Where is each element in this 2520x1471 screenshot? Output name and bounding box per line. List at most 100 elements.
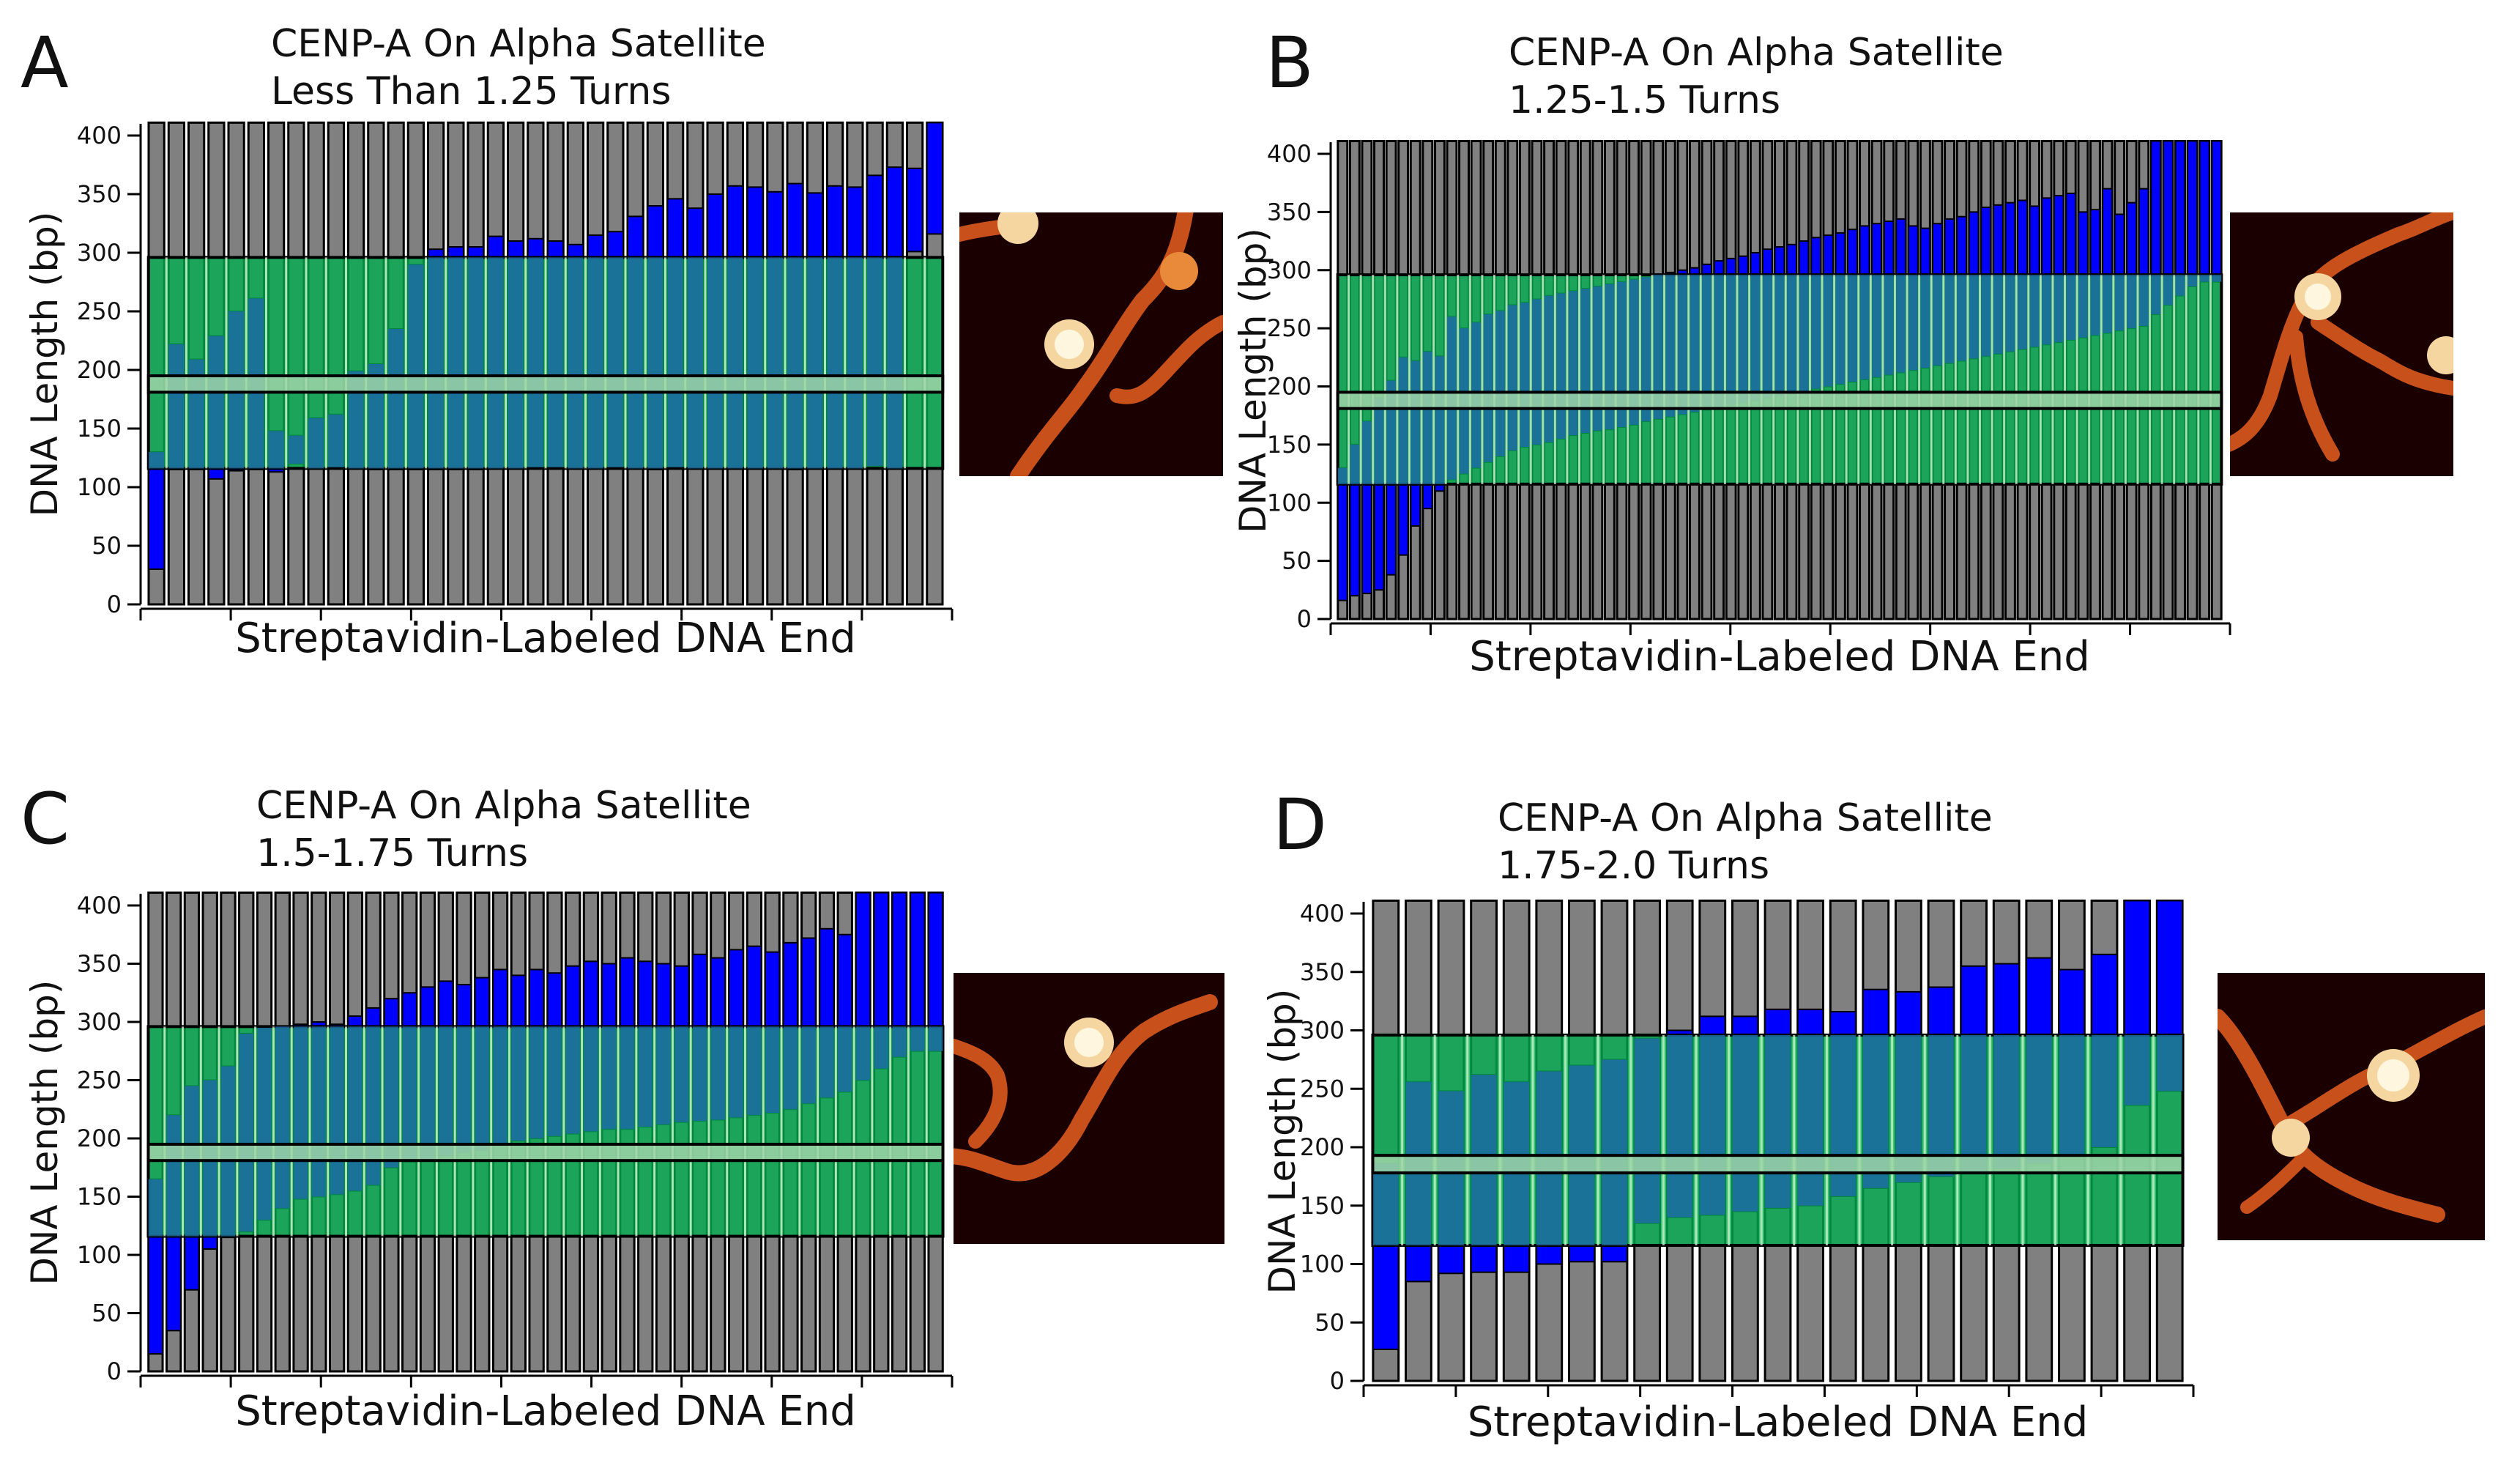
overlap-segment xyxy=(783,1026,798,1110)
overlap-segment xyxy=(1896,275,1906,373)
chart-b: 0 50 100 150 200 250 300 350 400 Streptavidin-Lab… xyxy=(1232,140,2231,681)
overlap-segment xyxy=(2114,275,2125,331)
y-tick-label: 250 xyxy=(77,297,122,325)
overlap-segment xyxy=(2138,275,2149,326)
overlap-segment xyxy=(1641,277,1651,422)
overlap-segment xyxy=(838,1026,852,1092)
y-tick-label: 0 xyxy=(107,590,122,618)
overlap-segment xyxy=(1602,1059,1627,1245)
y-tick-label: 400 xyxy=(77,892,122,919)
center-band xyxy=(146,374,945,394)
overlap-segment xyxy=(2151,275,2161,315)
afm-nucleosome-image xyxy=(2218,973,2485,1240)
overlap-segment xyxy=(1928,1034,1954,1177)
overlap-segment xyxy=(1993,1034,2020,1168)
overlap-segment xyxy=(408,264,424,469)
overlap-segment xyxy=(547,1026,562,1136)
overlap-segment xyxy=(747,1026,762,1116)
panel-letter: A xyxy=(21,22,69,104)
overlap-segment xyxy=(239,1033,253,1232)
overlap-segment xyxy=(727,257,743,469)
overlap-segment xyxy=(439,1026,453,1156)
overlap-segment xyxy=(1762,275,1772,399)
afm-nucleosome-image xyxy=(954,973,1224,1244)
overlap-segment xyxy=(707,257,724,469)
overlap-segment xyxy=(493,1026,508,1144)
overlap-segment xyxy=(1629,279,1639,425)
overlap-segment xyxy=(1847,275,1857,382)
y-tick-label: 200 xyxy=(1267,373,1312,401)
overlap-segment xyxy=(2090,275,2100,336)
center-band xyxy=(1371,1154,2185,1175)
y-tick-label: 400 xyxy=(1300,900,1345,927)
overlap-segment xyxy=(1653,275,1663,419)
chart-title-line2: 1.25-1.5 Turns xyxy=(1509,78,1781,122)
y-tick-label: 100 xyxy=(1300,1250,1345,1278)
overlap-segment xyxy=(1859,275,1870,379)
overlap-segment xyxy=(1957,275,1967,361)
overlap-segment xyxy=(892,1026,907,1057)
overlap-segment xyxy=(2163,275,2173,305)
overlap-segment xyxy=(866,257,883,467)
overlap-segment xyxy=(511,1026,526,1141)
overlap-segment xyxy=(328,414,344,467)
y-tick-label: 350 xyxy=(77,950,122,978)
overlap-segment xyxy=(208,336,225,469)
overlap-segment xyxy=(428,257,444,469)
overlap-segment xyxy=(928,1026,943,1051)
overlap-segment xyxy=(587,257,603,469)
overlap-segment xyxy=(447,257,464,469)
chart-title-line1: CENP-A On Alpha Satellite xyxy=(271,22,766,66)
overlap-segment xyxy=(1337,467,1348,484)
overlap-segment xyxy=(387,329,404,469)
y-axis-label: DNA Length (bp) xyxy=(1232,228,1274,533)
overlap-segment xyxy=(1765,1034,1791,1208)
overlap-segment xyxy=(1483,314,1493,462)
overlap-segment xyxy=(2026,1034,2052,1164)
overlap-segment xyxy=(1634,1038,1660,1223)
afm-nucleosome-image xyxy=(2230,212,2453,476)
y-tick-label: 100 xyxy=(77,473,122,501)
x-axis-label: Streptavidin-Labeled DNA End xyxy=(235,615,856,662)
y-tick-label: 300 xyxy=(1300,1017,1345,1045)
panel-letter: C xyxy=(21,778,70,860)
y-tick-label: 200 xyxy=(77,1124,122,1152)
y-tick-label: 300 xyxy=(1267,256,1312,284)
y-tick-label: 150 xyxy=(1300,1192,1345,1220)
chart-title: CENP-A On Alpha Satellite Less Than 1.25… xyxy=(271,21,766,116)
overlap-segment xyxy=(268,431,284,469)
overlap-segment xyxy=(2124,1034,2150,1105)
y-axis-label: DNA Length (bp) xyxy=(23,212,66,517)
center-band xyxy=(146,1142,945,1163)
y-tick-label: 200 xyxy=(1300,1133,1345,1161)
y-tick-label: 400 xyxy=(77,122,122,149)
overlap-segment xyxy=(2029,275,2040,347)
overlap-segment xyxy=(1750,275,1761,401)
chart-title: CENP-A On Alpha Satellite 1.75-2.0 Turns xyxy=(1498,795,1993,890)
panel-letter: B xyxy=(1265,22,1314,104)
overlap-segment xyxy=(787,257,803,469)
y-tick-label: 150 xyxy=(77,1183,122,1211)
overlap-segment xyxy=(2199,275,2209,282)
overlap-segment xyxy=(607,257,624,467)
overlap-segment xyxy=(819,1026,834,1098)
overlap-segment xyxy=(467,257,484,469)
overlap-segment xyxy=(257,1027,272,1220)
overlap-segment xyxy=(2127,275,2137,329)
y-tick-label: 350 xyxy=(77,180,122,208)
overlap-segment xyxy=(1884,275,1894,375)
overlap-segment xyxy=(2066,275,2076,340)
overlap-segment xyxy=(288,435,305,464)
overlap-segment xyxy=(1774,275,1785,396)
y-tick-label: 300 xyxy=(77,1008,122,1036)
y-tick-label: 50 xyxy=(92,532,122,560)
overlap-segment xyxy=(148,1179,163,1237)
chart-title-line2: 1.75-2.0 Turns xyxy=(1498,844,1770,888)
overlap-segment xyxy=(1667,1034,1693,1218)
overlap-segment xyxy=(910,1026,925,1051)
overlap-segment xyxy=(527,257,544,467)
overlap-segment xyxy=(475,1026,489,1150)
overlap-segment xyxy=(2103,275,2112,333)
y-tick-label: 0 xyxy=(1330,1367,1345,1395)
y-tick-label: 400 xyxy=(1267,140,1312,168)
